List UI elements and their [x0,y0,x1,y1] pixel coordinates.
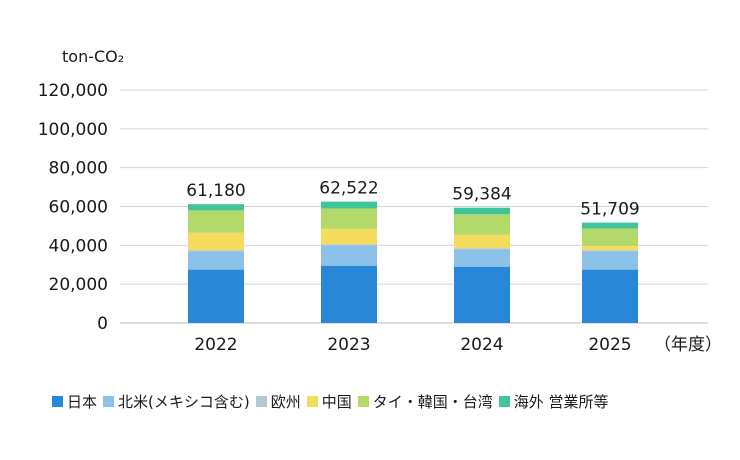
legend-swatch [357,396,369,407]
bar-segment [582,250,638,252]
y-tick-label: 60,000 [49,198,108,218]
bar-segment [321,228,377,245]
bar-segment [321,265,377,323]
x-tick-label: 2025 [588,335,631,355]
y-axis-unit: ton-CO₂ [62,47,124,66]
y-tick-label: 0 [97,314,108,334]
legend-label: タイ・韓国・台湾 [372,393,493,411]
y-tick-label: 40,000 [49,236,108,256]
y-tick-label: 80,000 [49,159,108,179]
legend-item: 中国 [306,391,352,412]
legend-label: 海外 営業所等 [513,393,609,411]
bar-segment [188,232,244,251]
bar-segment [582,269,638,323]
legend-label: 北米(メキシコ含む) [118,393,250,411]
bar-segment [188,250,244,252]
legend-swatch [306,396,318,407]
total-labels: 61,180 62,522 59,384 51,709 [186,179,639,220]
bar-segment [188,251,244,270]
bar-segment [188,210,244,233]
bar-segment [454,248,510,250]
legend-item: 日本 [52,391,97,412]
legend-swatch [52,396,63,407]
stacked-bar-chart: 020,00040,00060,00080,000100,000120,000 … [38,47,722,355]
y-tick-label: 100,000 [38,120,108,140]
y-tick-label: 20,000 [49,275,108,295]
bar-segment [582,251,638,270]
bars [188,201,638,323]
y-axis-ticks: 0 20,000 40,000 60,000 80,000 100,000 120,000 [38,81,108,334]
bar-segment [454,249,510,267]
bar-segment [454,214,510,235]
legend-swatch [103,396,115,407]
x-tick-label: 2023 [327,335,370,355]
legend-swatch [498,396,510,407]
bar-segment [188,269,244,323]
legend-label: 中国 [321,393,352,411]
total-label: 61,180 [186,181,245,201]
bar-segment [321,245,377,266]
x-axis-ticks: 2022 2023 2024 2025 [194,335,631,355]
legend-item: 欧州 [255,391,301,412]
x-tick-label: 2024 [460,335,503,355]
x-axis-unit: （年度） [654,335,722,355]
bar-segment [321,244,377,246]
y-tick-label: 120,000 [38,81,108,101]
bar-segment [582,245,638,251]
bar-segment [188,204,244,211]
bar-segment [321,208,377,229]
bar-segment [454,266,510,323]
x-tick-label: 2022 [194,335,237,355]
legend: 日本 北米(メキシコ含む) 欧州 中国 タイ・韓国・台湾 海外 営業所等 [52,391,615,412]
total-label: 59,384 [452,185,511,205]
legend-swatch [255,396,267,407]
bar-segment [582,222,638,229]
bar-segment [582,228,638,246]
legend-item: 海外 営業所等 [498,391,609,412]
legend-label: 欧州 [270,393,301,411]
bar-segment [321,201,377,209]
legend-item: タイ・韓国・台湾 [357,391,493,412]
total-label: 62,522 [319,179,378,199]
legend-label: 日本 [67,393,98,411]
bar-segment [454,207,510,215]
total-label: 51,709 [580,200,639,220]
legend-item: 北米(メキシコ含む) [103,391,250,412]
bar-segment [454,234,510,249]
